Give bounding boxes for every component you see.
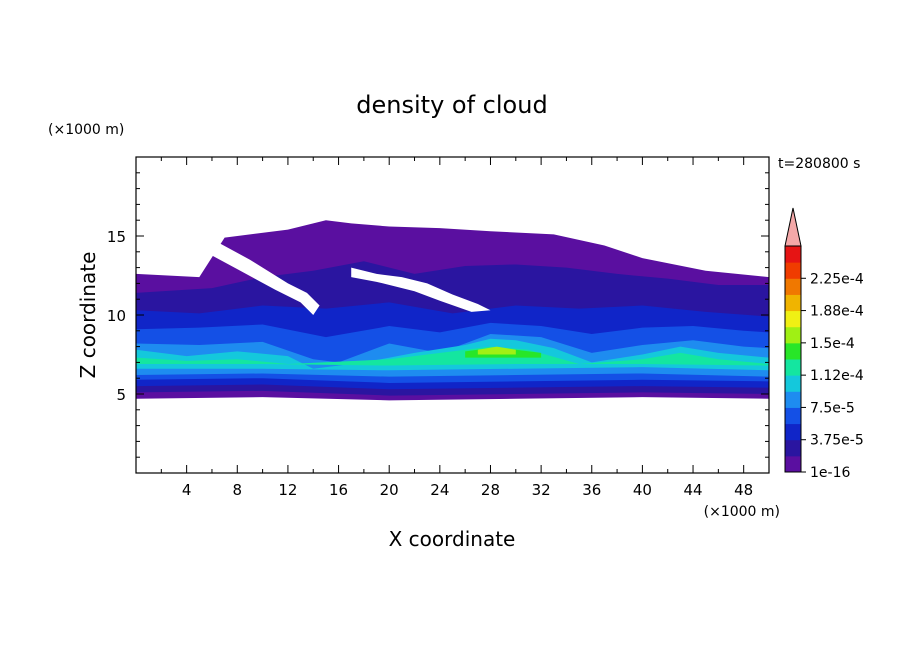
x-tick-label: 12 (278, 481, 297, 499)
colorbar-label: 2.25e-4 (810, 271, 864, 287)
colorbar-swatch (785, 262, 801, 279)
colorbar-swatch (785, 455, 801, 473)
colorbar-swatch (785, 359, 801, 376)
x-tick-label: 36 (582, 481, 601, 499)
x-tick-label: 44 (683, 481, 702, 499)
colorbar-swatch (785, 294, 801, 312)
x-tick-label: 20 (380, 481, 399, 499)
clear-region-gap-center (351, 267, 491, 312)
y-tick-label: 5 (116, 386, 126, 404)
colorbar-swatch (785, 423, 801, 441)
y-unit-label: (×1000 m) (48, 122, 124, 138)
colorbar-swatch (785, 278, 801, 295)
time-label: t=280800 s (778, 156, 860, 172)
x-tick-label: 40 (633, 481, 652, 499)
colorbar-swatch (785, 310, 801, 328)
x-tick-label: 28 (481, 481, 500, 499)
x-axis-title: X coordinate (389, 527, 516, 551)
chart-title: density of cloud (356, 91, 547, 119)
colorbar-label: 7.5e-5 (810, 400, 855, 416)
density-band-8 (477, 346, 516, 355)
colorbar-label: 1.5e-4 (810, 336, 855, 352)
colorbar: 2.25e-4 1.88e-4 1.5e-4 1.12e-4 7.5e-5 3.75e-5… (784, 207, 864, 481)
x-tick-label: 32 (532, 481, 551, 499)
colorbar-swatch (785, 439, 801, 457)
y-tick-label: 15 (107, 228, 126, 246)
colorbar-label: 1.12e-4 (810, 368, 864, 384)
colorbar-swatch (785, 375, 801, 392)
x-tick-label: 48 (734, 481, 753, 499)
colorbar-swatch (785, 246, 801, 263)
x-tick-label: 4 (182, 481, 192, 499)
x-axis: 4 8 12 16 20 24 28 32 36 40 44 48 (160, 157, 753, 499)
y-axis-title: Z coordinate (76, 252, 100, 379)
density-band-6 (136, 346, 769, 366)
colorbar-label: 1.88e-4 (810, 304, 864, 320)
x-tick-label: 8 (233, 481, 243, 499)
colorbar-swatch (785, 326, 801, 344)
colorbar-swatch (785, 342, 801, 360)
colorbar-swatch (785, 391, 801, 408)
colorbar-label: 1e-16 (810, 465, 850, 481)
x-tick-label: 24 (430, 481, 449, 499)
y-tick-label: 10 (107, 307, 126, 325)
density-field (136, 220, 769, 401)
colorbar-swatch (785, 407, 801, 425)
x-unit-label: (×1000 m) (704, 504, 780, 520)
x-tick-label: 16 (329, 481, 348, 499)
colorbar-frame (784, 245, 802, 473)
y-axis: 5 10 15 (107, 172, 769, 458)
colorbar-label: 3.75e-5 (810, 433, 864, 449)
